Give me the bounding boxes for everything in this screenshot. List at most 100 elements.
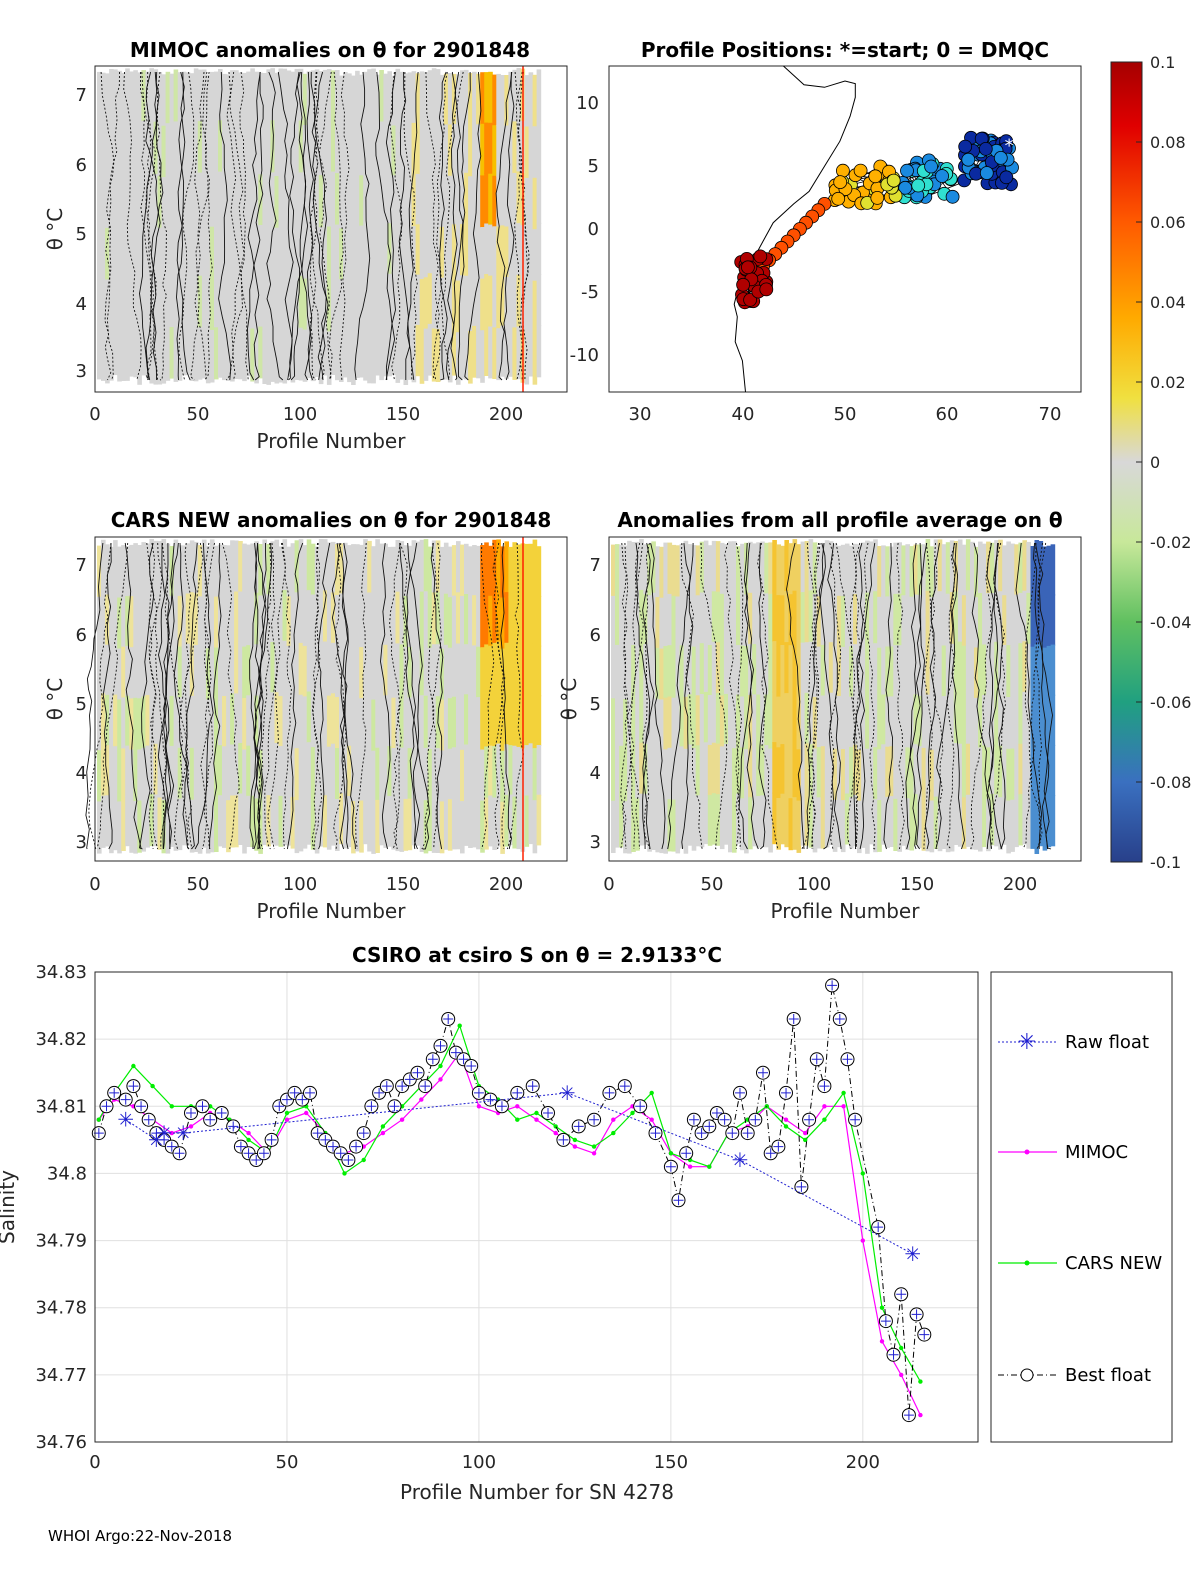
contour-line (249, 542, 267, 850)
heatmap-cell (250, 543, 255, 595)
heatmap-cell (415, 642, 421, 695)
heatmap-cell (820, 746, 826, 798)
heatmap-cell (532, 696, 538, 750)
contour-line (946, 542, 956, 850)
heatmap-cell (671, 799, 677, 852)
heatmap-cell (1030, 646, 1036, 698)
heatmap-cell (508, 325, 513, 377)
heatmap-cell (711, 591, 717, 643)
heatmap-cell (873, 747, 878, 801)
heatmap-cell (266, 226, 271, 281)
heatmap-cell (423, 226, 429, 279)
heatmap-cell (278, 596, 284, 648)
profile-position (759, 282, 774, 297)
data-point-cross (328, 1141, 339, 1152)
data-point (668, 1151, 674, 1156)
data-point (572, 1144, 578, 1149)
heatmap-cell (929, 648, 935, 700)
legend-entry-mimoc: MIMOC (998, 1142, 1128, 1163)
heatmap-cell (290, 594, 296, 646)
heatmap-cell (756, 796, 761, 848)
heatmap-cell (881, 744, 886, 795)
heatmap-cell (318, 71, 324, 124)
heatmap-cell (250, 644, 255, 696)
heatmap-cell (699, 744, 705, 797)
heatmap-cell (536, 595, 542, 647)
heatmap-cell (897, 748, 902, 801)
contour-line (176, 71, 191, 381)
heatmap-cell (893, 696, 898, 749)
heatmap-cell (1034, 800, 1040, 854)
contour-line (905, 542, 928, 850)
contour-line (221, 542, 240, 850)
heatmap-cell (129, 223, 134, 276)
heatmap-cell (840, 595, 846, 648)
contour-line (281, 542, 292, 850)
heatmap-cell (611, 749, 616, 802)
heatmap-cell (153, 591, 159, 644)
heatmap-cell (415, 73, 421, 125)
heatmap-cell (504, 541, 509, 594)
heatmap-cell (278, 795, 284, 847)
positions-xtick: 50 (834, 404, 857, 425)
heatmap-cell (290, 71, 296, 125)
heatmap-cell (347, 278, 352, 331)
heatmap-cell (752, 644, 757, 696)
heatmap-cell (456, 592, 461, 645)
heatmap-cell (885, 646, 890, 698)
heatmap-cell (974, 697, 979, 750)
heatmap-cell (639, 691, 644, 744)
heatmap-cell (411, 329, 417, 383)
heatmap-cell (873, 591, 878, 645)
heatmap-cell (101, 226, 106, 279)
avg-ytick: 7 (590, 555, 601, 576)
heatmap-cell (532, 539, 538, 593)
heatmap-cell (137, 596, 142, 649)
data-point (246, 1137, 251, 1143)
heatmap-cell (201, 274, 207, 328)
contour-line (818, 542, 835, 850)
heatmap-cell (222, 73, 227, 126)
heatmap-cell (619, 796, 624, 848)
heatmap-cell (986, 798, 991, 852)
heatmap-cell (335, 327, 340, 381)
heatmap-cell (667, 645, 673, 698)
heatmap-cell (528, 693, 534, 745)
heatmap-cell (711, 742, 717, 795)
heatmap-cell (456, 280, 461, 334)
heatmap-cell (318, 539, 324, 592)
data-point-cross (473, 1087, 484, 1098)
heatmap-cell (177, 174, 183, 227)
profile-position (868, 169, 883, 184)
heatmap-cell (234, 540, 239, 593)
heatmap-cell (1014, 745, 1019, 797)
heatmap-cell (419, 71, 425, 125)
heatmap-cell (270, 68, 275, 122)
heatmap-cell (772, 590, 777, 642)
data-point-cross (827, 980, 838, 991)
data-point (822, 1117, 827, 1122)
heatmap-cell (322, 69, 328, 122)
heatmap-cell (627, 800, 632, 854)
data-point-cross (228, 1121, 239, 1132)
heatmap-cell (391, 647, 396, 699)
heatmap-cell (925, 798, 931, 852)
cars-heatmap (85, 537, 542, 861)
data-point: ✳ (117, 1108, 134, 1132)
heatmap-cell (957, 641, 963, 694)
heatmap-cell (857, 647, 862, 700)
heatmap-cell (395, 68, 401, 122)
heatmap-cell (877, 546, 882, 598)
heatmap-cell (419, 591, 425, 645)
heatmap-cell (768, 542, 773, 595)
heatmap-cell (363, 741, 368, 794)
heatmap-cell (456, 177, 461, 231)
heatmap-cell (881, 644, 886, 696)
heatmap-cell (1034, 696, 1040, 750)
heatmap-cell (197, 224, 203, 277)
heatmap-cell (113, 171, 118, 223)
heatmap-cell (492, 642, 497, 696)
heatmap-cell (921, 646, 927, 698)
heatmap-cell (889, 546, 894, 598)
heatmap-cell (800, 794, 806, 846)
